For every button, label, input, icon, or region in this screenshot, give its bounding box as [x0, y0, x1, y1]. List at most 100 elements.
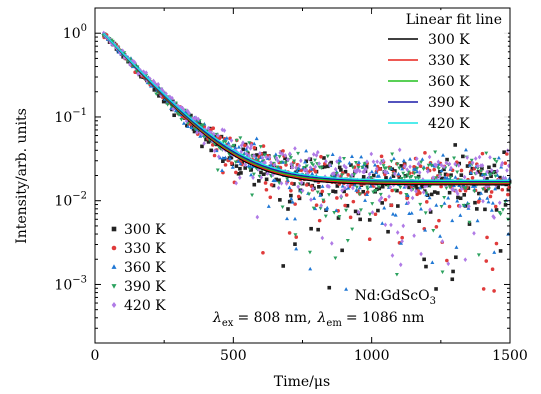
data-point [279, 160, 284, 165]
data-point [223, 155, 228, 160]
data-point [472, 230, 476, 236]
data-point [237, 175, 242, 181]
fit-legend-label: 390 K [428, 95, 470, 111]
data-point [391, 174, 396, 178]
data-point [393, 169, 397, 173]
data-point [455, 170, 460, 175]
data-point [299, 180, 304, 186]
scatter-legend-marker [111, 245, 117, 251]
scatter-legend-label: 300 K [124, 222, 166, 238]
data-point [295, 168, 300, 173]
data-point [314, 153, 319, 158]
data-point [220, 168, 225, 173]
data-point [428, 210, 433, 214]
data-point [488, 155, 492, 160]
data-point [327, 193, 332, 197]
data-point [404, 192, 409, 197]
data-point [409, 211, 414, 215]
data-point [506, 163, 511, 169]
data-point [368, 176, 373, 180]
data-point [339, 193, 343, 199]
data-point [236, 144, 241, 149]
data-point [226, 140, 231, 145]
data-point [388, 184, 393, 190]
data-point [475, 163, 480, 169]
data-point [365, 187, 370, 192]
data-point [445, 258, 449, 263]
data-point [423, 184, 427, 189]
data-point [338, 158, 343, 163]
scatter-legend-marker [111, 264, 117, 269]
data-point [252, 146, 257, 150]
data-point [380, 201, 384, 205]
data-point [212, 153, 217, 158]
data-point [431, 175, 435, 181]
data-point [347, 160, 352, 165]
data-point [294, 165, 298, 171]
data-point [503, 161, 508, 166]
y-tick-label: 10−2 [54, 191, 87, 210]
data-point [289, 196, 294, 201]
data-point [304, 167, 309, 173]
data-point [379, 195, 384, 201]
data-point [304, 148, 309, 153]
data-point [319, 154, 323, 159]
data-point [309, 197, 313, 203]
data-point [442, 195, 447, 200]
data-point [498, 175, 502, 180]
fit-lines-layer [102, 32, 510, 186]
data-point [399, 176, 404, 181]
data-point [377, 174, 382, 178]
data-point [353, 182, 357, 187]
data-point [381, 164, 386, 168]
data-point [388, 175, 393, 180]
data-point [466, 202, 471, 207]
data-point [216, 154, 221, 160]
data-point [467, 220, 472, 225]
data-point [402, 164, 407, 169]
data-point [453, 143, 458, 147]
data-point [389, 159, 394, 164]
data-point [437, 218, 441, 223]
data-point [484, 151, 489, 156]
data-point [443, 175, 448, 179]
data-point [398, 262, 403, 268]
data-point [395, 230, 400, 235]
data-point [394, 272, 399, 277]
data-point [283, 161, 288, 165]
data-point [325, 154, 330, 159]
data-point [373, 189, 378, 193]
data-point [296, 184, 300, 190]
data-point [345, 183, 350, 188]
scatter-legend-marker [111, 284, 117, 289]
data-point [274, 155, 279, 161]
data-point [431, 228, 436, 233]
data-point [427, 195, 432, 200]
data-point [268, 195, 273, 200]
data-point [357, 192, 362, 197]
data-point [458, 213, 463, 217]
data-point [418, 191, 422, 195]
data-point [293, 146, 297, 151]
data-point [425, 169, 430, 174]
y-tick-label: 10−3 [54, 274, 87, 293]
data-point [340, 173, 345, 177]
data-point [437, 174, 442, 179]
data-point [401, 158, 406, 163]
data-point [368, 184, 373, 188]
data-point [290, 181, 294, 186]
data-point [493, 169, 498, 174]
data-point [242, 143, 247, 148]
data-point [164, 91, 168, 97]
data-point [494, 208, 499, 212]
data-point [281, 160, 286, 164]
data-point [461, 154, 465, 159]
data-point [108, 39, 113, 45]
data-point [386, 229, 390, 234]
data-point [297, 166, 301, 171]
data-point [296, 194, 301, 199]
data-point [489, 208, 494, 212]
data-point [229, 138, 234, 143]
data-point [311, 152, 316, 157]
